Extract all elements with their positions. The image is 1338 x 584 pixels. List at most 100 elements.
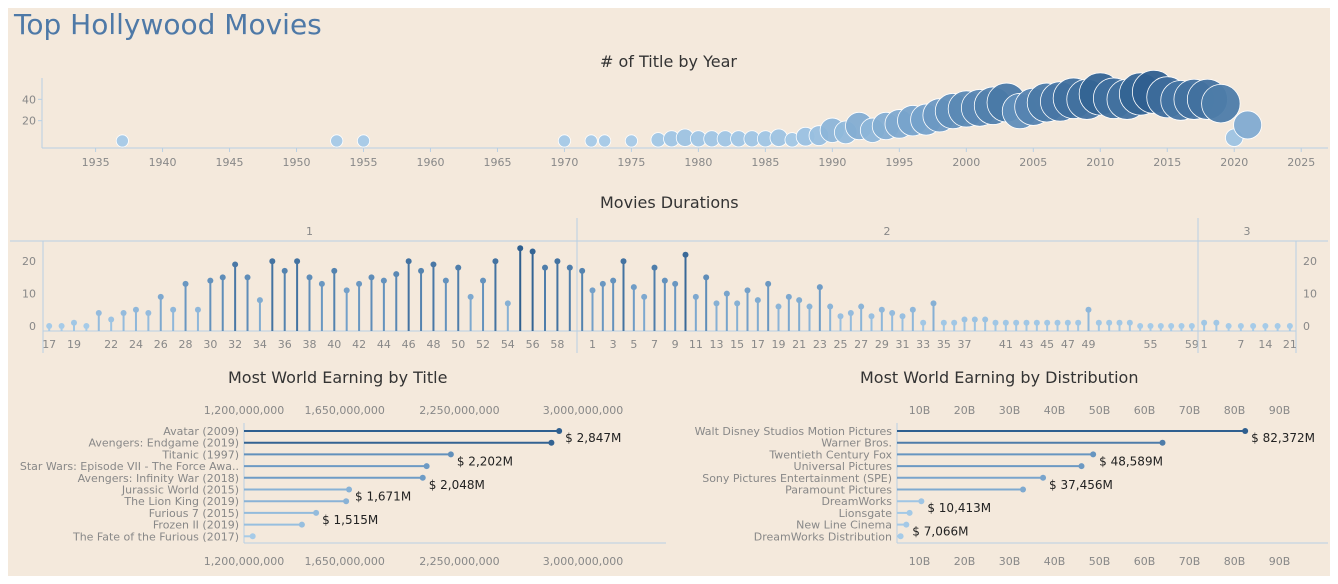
- durations-lollipop-head: [529, 248, 536, 255]
- distribution-x-tick-label-top: 60B: [1134, 404, 1156, 417]
- durations-panel-label: 1: [306, 225, 313, 238]
- durations-lollipop-head: [356, 280, 363, 287]
- distribution-category-label: Universal Pictures: [794, 460, 893, 473]
- chart-title-durations: Movies Durations: [600, 193, 739, 212]
- title-category-label: Titanic (1997): [161, 448, 239, 461]
- distribution-x-tick-label-bottom: 90B: [1269, 555, 1291, 568]
- durations-lollipop-head: [661, 277, 668, 284]
- year-x-tick-label: 1965: [483, 156, 511, 169]
- durations-lollipop-head: [492, 258, 499, 265]
- durations-lollipop-head: [796, 297, 803, 304]
- title-x-tick-label-bottom: 1,650,000,000: [304, 555, 384, 568]
- durations-lollipop-head: [920, 319, 927, 326]
- durations-x-tick-label: 15: [730, 338, 744, 351]
- durations-lollipop-head: [517, 245, 524, 252]
- durations-lollipop-head: [108, 316, 115, 323]
- distribution-x-tick-label-bottom: 20B: [954, 555, 976, 568]
- durations-lollipop-head: [775, 303, 782, 310]
- durations-x-tick-label: 9: [672, 338, 679, 351]
- distribution-lollipop-head: [1090, 451, 1097, 458]
- durations-x-tick-label: 30: [203, 338, 217, 351]
- durations-lollipop-head: [1188, 323, 1195, 329]
- year-bubble: [584, 134, 598, 148]
- year-x-tick-label: 1990: [818, 156, 846, 169]
- distribution-lollipop-head: [1078, 463, 1085, 470]
- year-x-tick-label: 1970: [550, 156, 578, 169]
- durations-lollipop-head: [837, 313, 844, 320]
- distribution-category-label: DreamWorks Distribution: [754, 530, 892, 543]
- durations-lollipop-head: [343, 287, 350, 294]
- year-bubble: [1233, 110, 1263, 140]
- durations-lollipop-head: [1137, 323, 1144, 329]
- durations-lollipop-head: [170, 306, 177, 313]
- durations-lollipop-head: [46, 323, 53, 329]
- year-x-tick-label: 2010: [1086, 156, 1114, 169]
- durations-lollipop-head: [83, 323, 90, 329]
- durations-x-tick-label: 49: [1082, 338, 1096, 351]
- year-bubble: [598, 134, 612, 148]
- durations-panel-label: 2: [884, 225, 891, 238]
- durations-x-tick-label: 56: [526, 338, 540, 351]
- year-x-tick-label: 1950: [283, 156, 311, 169]
- durations-lollipop-head: [1126, 319, 1133, 326]
- year-x-tick-label: 1955: [350, 156, 378, 169]
- durations-lollipop-head: [1237, 323, 1244, 329]
- distribution-lollipop-head: [897, 533, 904, 540]
- distribution-x-tick-label-top: 30B: [999, 404, 1021, 417]
- distribution-lollipop-head: [1040, 474, 1047, 481]
- distribution-x-tick-label-top: 80B: [1224, 404, 1246, 417]
- durations-x-tick-label: 28: [179, 338, 193, 351]
- durations-lollipop-head: [589, 287, 596, 294]
- distribution-x-tick-label-top: 50B: [1089, 404, 1111, 417]
- durations-lollipop-head: [1044, 319, 1051, 326]
- title-lollipop-head: [313, 509, 320, 516]
- durations-x-tick-label: 40: [327, 338, 341, 351]
- durations-lollipop-head: [331, 267, 338, 274]
- durations-lollipop-head: [1168, 323, 1175, 329]
- title-category-label: Star Wars: Episode VII - The Force Awa..: [20, 460, 239, 473]
- distribution-x-tick-label-bottom: 30B: [999, 555, 1021, 568]
- durations-lollipop-head: [641, 293, 648, 300]
- durations-lollipop-head: [430, 261, 437, 268]
- year-bubble: [624, 134, 638, 148]
- durations-panel-label: 3: [1244, 225, 1251, 238]
- durations-x-tick-label: 41: [999, 338, 1013, 351]
- durations-lollipop-head: [504, 300, 511, 307]
- title-data-label: $ 2,202M: [457, 454, 513, 468]
- durations-lollipop-head: [256, 297, 263, 304]
- durations-x-tick-label: 42: [352, 338, 366, 351]
- distribution-lollipop-head: [1159, 439, 1166, 446]
- durations-lollipop-head: [219, 274, 226, 281]
- durations-lollipop-head: [120, 310, 127, 317]
- durations-lollipop-head: [1213, 319, 1220, 326]
- durations-x-tick-label: 11: [689, 338, 703, 351]
- durations-lollipop-head: [380, 277, 387, 284]
- distribution-data-label: $ 7,066M: [912, 525, 968, 539]
- durations-x-tick-label: 46: [402, 338, 416, 351]
- durations-lollipop-head: [306, 274, 313, 281]
- durations-x-tick-label: 27: [854, 338, 868, 351]
- durations-lollipop-head: [610, 277, 617, 284]
- year-bubble: [115, 134, 129, 148]
- durations-lollipop-head: [1085, 306, 1092, 313]
- durations-x-tick-label: 19: [67, 338, 81, 351]
- durations-x-tick-label: 24: [129, 338, 143, 351]
- title-lollipop-head: [249, 533, 256, 540]
- year-x-tick-label: 1960: [416, 156, 444, 169]
- durations-x-tick-label: 47: [1061, 338, 1075, 351]
- year-x-tick-label: 2020: [1220, 156, 1248, 169]
- durations-lollipop-head: [744, 287, 751, 294]
- durations-x-tick-label: 5: [630, 338, 637, 351]
- durations-lollipop-head: [95, 310, 102, 317]
- durations-lollipop-head: [682, 251, 689, 258]
- durations-lollipop-head: [703, 274, 710, 281]
- durations-lollipop-head: [847, 310, 854, 317]
- durations-lollipop-head: [806, 303, 813, 310]
- year-x-tick-label: 1935: [82, 156, 110, 169]
- durations-lollipop-head: [1262, 323, 1269, 329]
- durations-lollipop-head: [734, 300, 741, 307]
- durations-lollipop-head: [393, 271, 400, 278]
- durations-lollipop-head: [566, 264, 573, 271]
- durations-x-tick-label: 37: [958, 338, 972, 351]
